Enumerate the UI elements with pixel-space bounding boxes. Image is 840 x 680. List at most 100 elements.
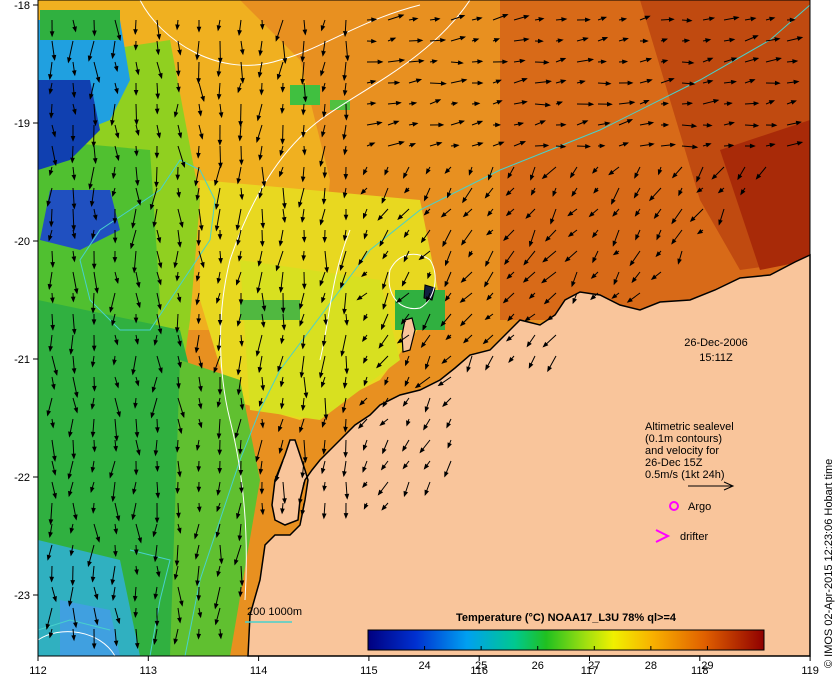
velocity-arrow-head — [749, 143, 756, 149]
velocity-arrow-head — [629, 100, 636, 106]
velocity-arrow-head — [341, 407, 347, 414]
velocity-arrow-head — [453, 143, 460, 149]
velocity-arrow-head — [707, 79, 714, 85]
velocity-arrow-head — [487, 210, 493, 217]
velocity-arrow-head — [752, 35, 759, 40]
velocity-arrow-head — [711, 173, 718, 180]
velocity-arrow-head — [130, 242, 135, 250]
velocity-arrow-head — [131, 369, 136, 376]
velocity-arrow-head — [663, 122, 670, 128]
velocity-arrow-head — [755, 173, 762, 180]
velocity-arrow-head — [91, 643, 97, 650]
velocity-arrow-head — [157, 262, 163, 269]
velocity-arrow-head — [134, 432, 140, 439]
velocity-arrow-head — [279, 381, 285, 388]
velocity-arrow-head — [69, 550, 75, 557]
velocity-arrow-head — [302, 96, 308, 103]
velocity-arrow-head — [134, 119, 139, 126]
velocity-arrow-head — [382, 303, 387, 310]
velocity-arrow-head — [484, 192, 491, 199]
velocity-arrow-head — [215, 531, 221, 539]
velocity-arrow-head — [260, 422, 265, 429]
velocity-arrow-head — [48, 169, 54, 176]
plot-frame — [37, 0, 811, 657]
velocity-arrow-head — [629, 260, 635, 267]
velocity-arrow-head — [280, 86, 286, 93]
velocity-arrow-head — [771, 122, 778, 128]
velocity-arrow-head — [180, 161, 186, 168]
velocity-arrow-head — [240, 77, 245, 84]
velocity-arrow-head — [258, 400, 264, 407]
velocity-arrow-head — [53, 369, 58, 376]
velocity-arrow-head — [51, 455, 57, 462]
velocity-arrow-head — [495, 122, 502, 128]
velocity-arrow-head — [177, 132, 183, 139]
velocity-arrow-head — [90, 307, 96, 314]
velocity-arrow-head — [653, 212, 660, 219]
velocity-arrow-head — [300, 405, 306, 412]
velocity-arrow-head — [109, 306, 114, 313]
velocity-arrow-head — [217, 389, 223, 396]
velocity-arrow-head — [344, 368, 350, 375]
velocity-arrow-head — [47, 283, 53, 291]
velocity-arrow-head — [564, 256, 571, 263]
velocity-arrow-head — [153, 593, 159, 600]
velocity-arrow-head — [173, 262, 178, 269]
velocity-arrow-head — [217, 320, 223, 326]
velocity-arrow-head — [278, 447, 284, 455]
velocity-arrow-head — [507, 172, 513, 179]
velocity-arrow-head — [51, 54, 57, 61]
velocity-arrow-head — [299, 426, 304, 433]
velocity-arrow-head — [547, 365, 552, 373]
velocity-arrow-head — [519, 141, 527, 146]
velocity-arrow-head — [434, 17, 441, 22]
svg-text:(0.1m contours): (0.1m contours) — [645, 433, 722, 445]
velocity-arrow-head — [111, 594, 117, 602]
velocity-arrow-head — [69, 348, 74, 355]
velocity-arrow-head — [750, 16, 757, 22]
velocity-arrow-head — [634, 210, 641, 217]
velocity-arrow-head — [343, 214, 349, 221]
velocity-arrow-head — [112, 237, 118, 244]
velocity-arrow-head — [669, 142, 676, 148]
sst-field — [38, 0, 810, 656]
velocity-arrow-head — [409, 143, 417, 148]
velocity-arrow-head — [495, 79, 502, 84]
velocity-arrow-head — [362, 466, 367, 473]
velocity-arrow-head — [217, 57, 223, 64]
velocity-arrow-head — [420, 236, 427, 244]
velocity-arrow-head — [740, 189, 746, 196]
velocity-arrow-head — [498, 141, 505, 146]
velocity-arrow-head — [688, 60, 695, 65]
velocity-arrow-head — [321, 111, 327, 118]
velocity-arrow-head — [418, 254, 425, 261]
y-tick-label: -22 — [14, 472, 30, 484]
velocity-arrow-head — [52, 159, 58, 167]
svg-text:Altimetric sealevel: Altimetric sealevel — [645, 421, 734, 433]
velocity-arrow-head — [402, 445, 408, 452]
velocity-arrow-head — [71, 92, 77, 99]
velocity-arrow-head — [154, 152, 160, 159]
velocity-arrow-head — [342, 75, 347, 82]
velocity-arrow-head — [459, 36, 467, 41]
velocity-arrow-head — [522, 277, 529, 283]
velocity-arrow-head — [112, 257, 118, 263]
velocity-arrow-head — [362, 444, 368, 451]
velocity-arrow-head — [302, 457, 308, 464]
velocity-arrow-head — [342, 235, 348, 242]
velocity-arrow-head — [424, 363, 430, 370]
velocity-arrow-head — [135, 129, 140, 137]
velocity-arrow-head — [587, 57, 595, 63]
velocity-arrow-head — [567, 231, 574, 238]
velocity-arrow-head — [113, 551, 118, 558]
velocity-arrow-head — [342, 308, 347, 315]
velocity-arrow-head — [458, 14, 466, 20]
velocity-arrow-head — [259, 89, 264, 96]
velocity-arrow-head — [411, 101, 418, 106]
velocity-arrow-head — [216, 433, 222, 440]
velocity-arrow-head — [592, 167, 598, 174]
velocity-arrow-head — [381, 504, 387, 511]
velocity-arrow-head — [280, 138, 285, 145]
velocity-arrow-head — [423, 209, 430, 216]
velocity-arrow-head — [173, 573, 179, 581]
